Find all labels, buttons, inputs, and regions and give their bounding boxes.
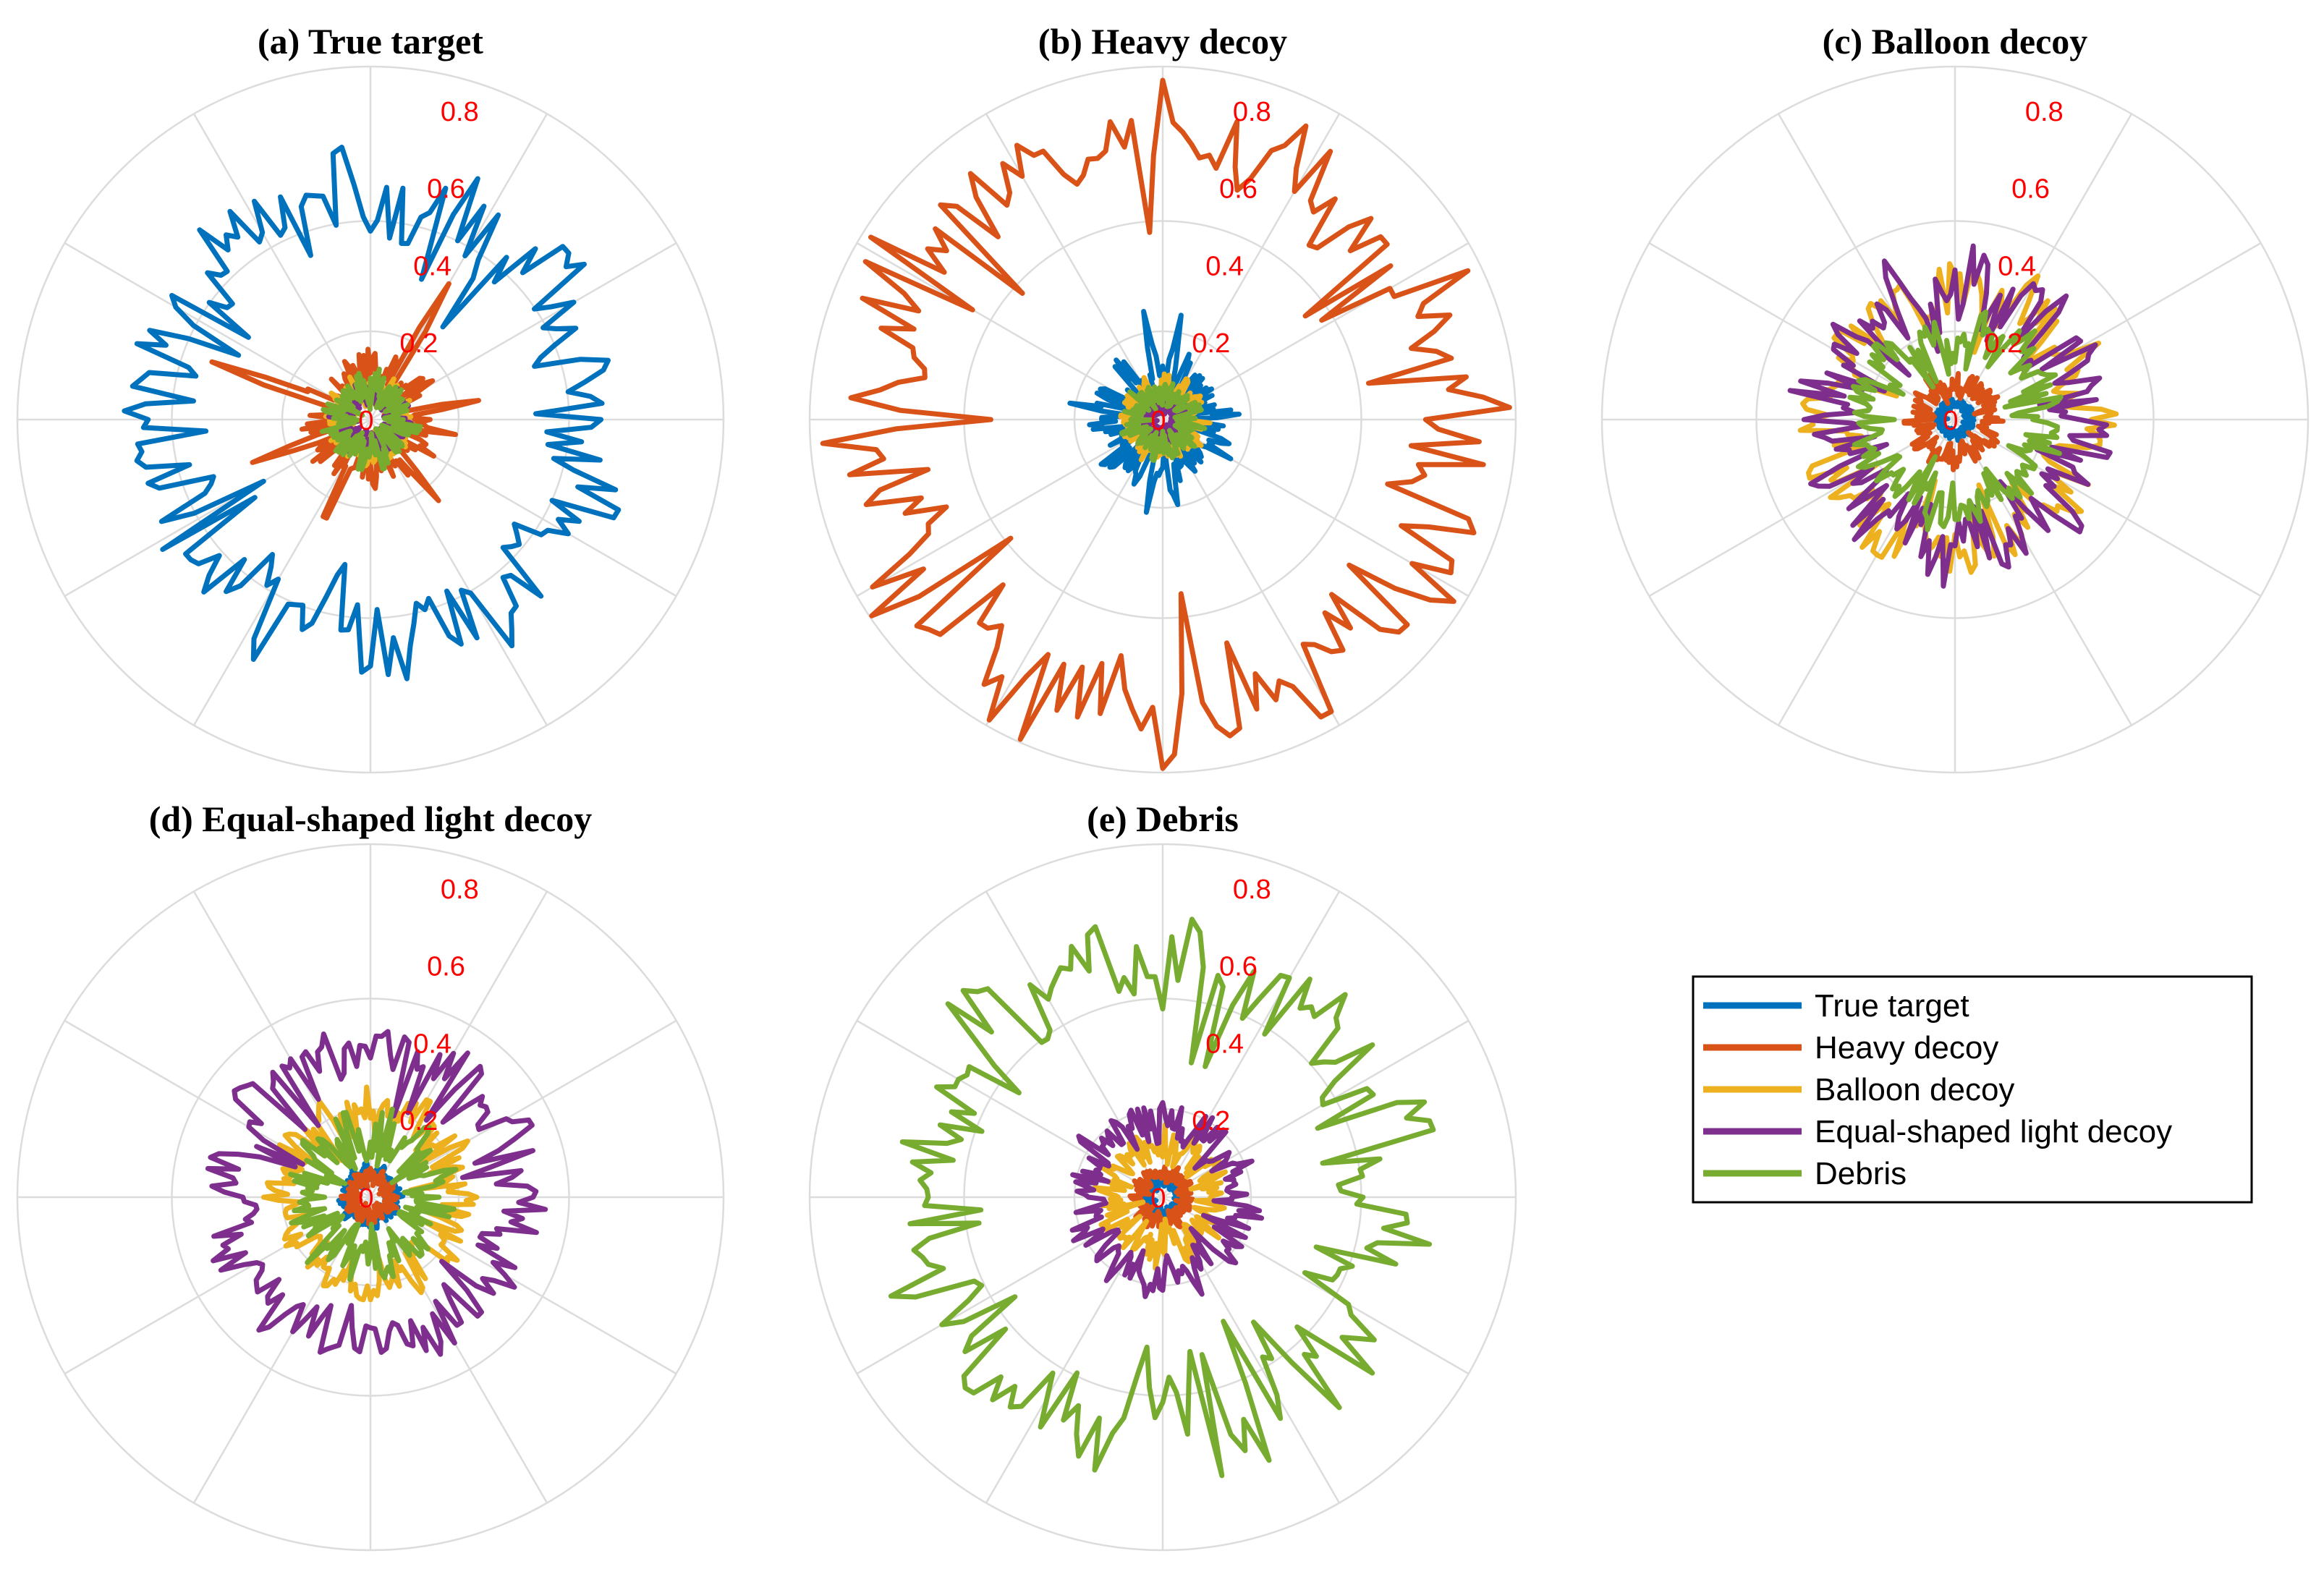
series-line-debris (1119, 381, 1208, 463)
series-line-true-target (122, 145, 622, 681)
r-tick-label: 0.6 (1219, 952, 1258, 982)
r-tick-label: 0.6 (427, 952, 465, 982)
r-tick-label: 0.4 (413, 251, 451, 281)
r-tick-label: 0.8 (2025, 97, 2064, 127)
legend-label: Heavy decoy (1815, 1030, 1998, 1066)
r-tick-label: 0 (1150, 406, 1166, 436)
series-line-debris (888, 917, 1436, 1479)
r-tick-label: 0.2 (399, 328, 438, 359)
grid-spoke (1954, 113, 2133, 420)
r-tick-label: 0.2 (1192, 328, 1230, 359)
r-tick-label: 0.4 (1205, 1029, 1244, 1059)
polar-panel-1: 0 0.2 0.4 0.6 0.8 (a) True target (16, 21, 725, 774)
r-tick-label: 0.4 (1205, 251, 1244, 281)
series-line-balloon-decoy (260, 1084, 480, 1303)
legend-label: Debris (1815, 1156, 1907, 1191)
grid-spoke (1954, 418, 2262, 598)
r-tick-label: 0.8 (441, 875, 479, 905)
grid-spoke (64, 242, 371, 421)
panel-title: (b) Heavy decoy (1038, 21, 1287, 61)
legend-label: Balloon decoy (1815, 1072, 2014, 1107)
series-line-equal-shaped-light-decoy (205, 1029, 548, 1357)
r-tick-label: 0.6 (1219, 174, 1258, 205)
r-tick-label: 0.6 (2011, 174, 2050, 205)
series-line-heavy-decoy (339, 1165, 401, 1228)
r-tick-label: 0 (1943, 406, 1958, 436)
panel-title: (a) True target (258, 21, 483, 61)
r-tick-label: 0.8 (1233, 97, 1271, 127)
grid-spoke (856, 1019, 1163, 1199)
grid-spoke (369, 113, 548, 420)
r-tick-label: 0.8 (441, 97, 479, 127)
series-line-true-target (1933, 396, 1977, 443)
grid-spoke (1648, 418, 1956, 598)
r-tick-label: 0 (1150, 1183, 1166, 1214)
panel-title: (e) Debris (1087, 799, 1239, 839)
grid-spoke (192, 113, 372, 420)
r-tick-label: 0.2 (1984, 328, 2022, 359)
series-line-equal-shaped-light-decoy (1069, 1100, 1265, 1299)
grid-spoke (1954, 419, 2133, 726)
grid-spoke (856, 418, 1163, 598)
grid-spoke (1954, 242, 2262, 421)
legend-label: True target (1815, 988, 1969, 1024)
r-tick-label: 0.8 (1233, 875, 1271, 905)
series-line-heavy-decoy (1901, 370, 2006, 472)
grid-spoke (369, 419, 548, 726)
legend: True target Heavy decoy Balloon decoy Equal… (1692, 975, 2253, 1204)
panel-title: (c) Balloon decoy (1823, 21, 2088, 61)
series-line-equal-shaped-light-decoy (1787, 243, 2113, 589)
series-line-debris (1847, 309, 2064, 532)
r-tick-label: 0.4 (1998, 251, 2036, 281)
series-line-debris (288, 1106, 459, 1283)
grid-spoke (1161, 113, 1341, 420)
r-tick-label: 0 (358, 1183, 373, 1214)
polar-panel-2: 0 0.2 0.4 0.6 0.8 (b) Heavy decoy (808, 21, 1517, 774)
polar-panels: 0 0.2 0.4 0.6 0.8 (a) True target 0 0.2 0.4 0.6 0.… (16, 21, 2310, 1552)
grid-spoke (369, 1196, 548, 1504)
panel-title: (d) Equal-shaped light decoy (149, 799, 593, 839)
r-tick-label: 0.4 (413, 1029, 451, 1059)
polar-panel-4: 0 0.2 0.4 0.6 0.8 (d) Equal-shaped light deco… (16, 799, 725, 1552)
polar-panel-5: 0 0.2 0.4 0.6 0.8 (e) Debris (808, 799, 1517, 1552)
r-tick-label: 0 (358, 406, 373, 436)
r-tick-label: 0.2 (399, 1106, 438, 1136)
grid-spoke (1648, 242, 1956, 421)
series-line-heavy-decoy (820, 77, 1512, 771)
polar-panel-3: 0 0.2 0.4 0.6 0.8 (c) Balloon decoy (1600, 21, 2310, 774)
series-line-debris (319, 366, 423, 472)
r-tick-label: 0.2 (1192, 1106, 1230, 1136)
r-tick-label: 0.6 (427, 174, 465, 205)
grid-spoke (985, 113, 1164, 420)
legend-label: Equal-shaped light decoy (1815, 1114, 2172, 1149)
series-line-heavy-decoy (1127, 1164, 1195, 1234)
